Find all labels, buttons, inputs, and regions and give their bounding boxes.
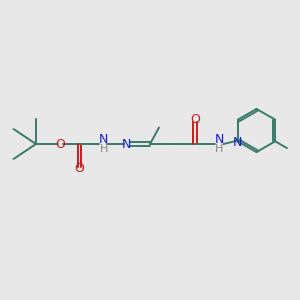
Text: N: N (122, 137, 131, 151)
Text: N: N (232, 136, 242, 149)
Text: N: N (214, 133, 224, 146)
Text: O: O (190, 112, 200, 126)
Text: N: N (99, 133, 108, 146)
Text: H: H (215, 144, 224, 154)
Text: O: O (55, 137, 65, 151)
Text: H: H (100, 144, 108, 154)
Text: O: O (75, 162, 84, 176)
